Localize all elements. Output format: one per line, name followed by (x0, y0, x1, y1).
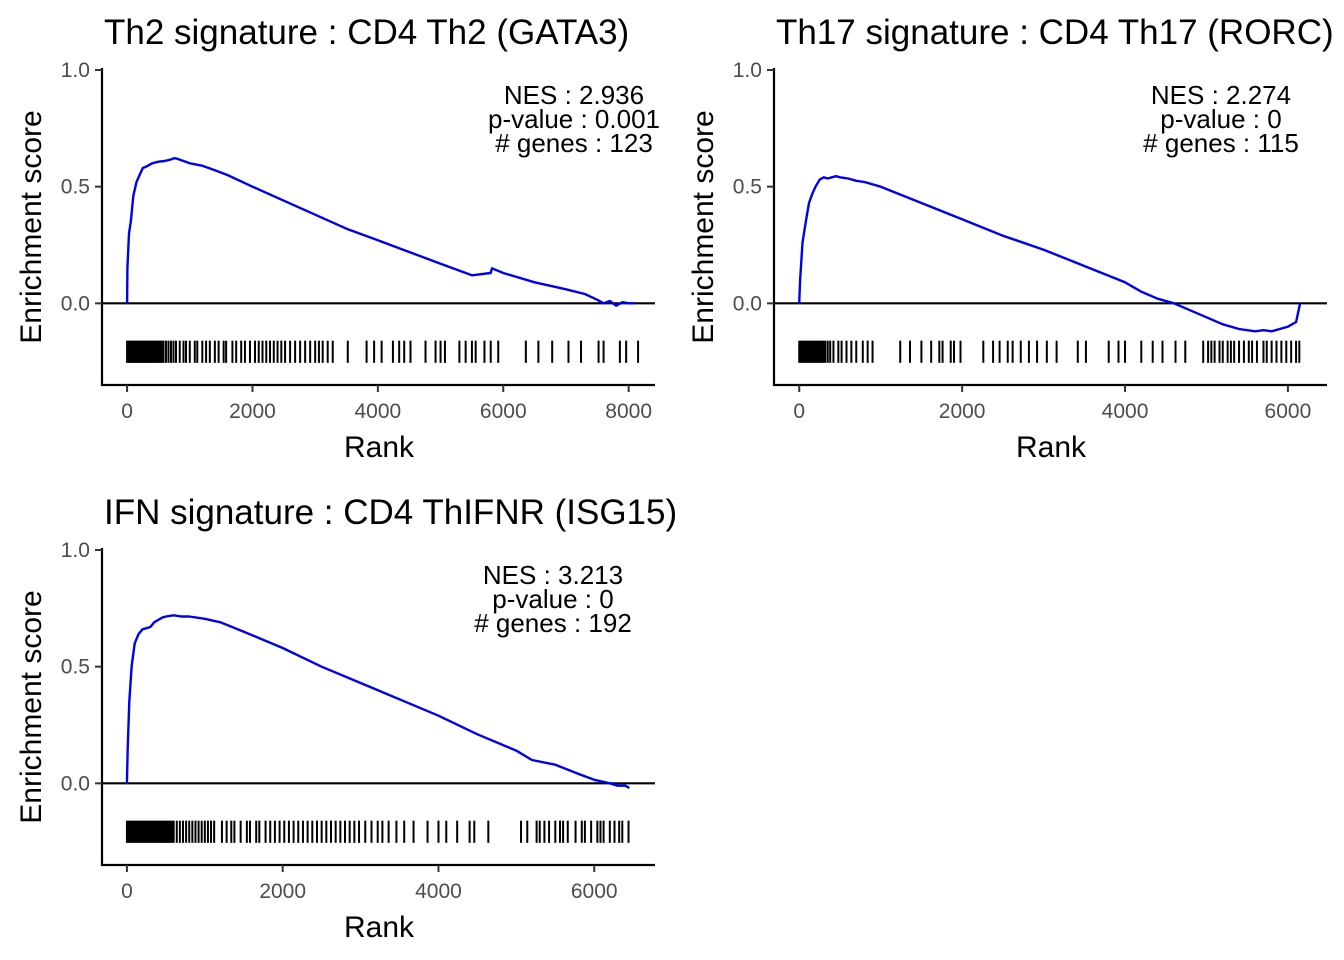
y-tick-label: 1.0 (61, 59, 90, 82)
enrichment-curve (125, 156, 635, 307)
plot-area: 0.0 0.5 1.0 0 2000 4000 6000 (61, 539, 655, 903)
p-value-label: p-value : 0 (492, 584, 613, 614)
x-tick-label: 0 (121, 400, 133, 423)
x-tick-label: 4000 (1102, 400, 1149, 423)
p-value-label: p-value : 0.001 (488, 104, 660, 134)
y-tick-label: 1.0 (733, 59, 762, 82)
x-axis-title: Rank (344, 431, 415, 464)
y-tick-label: 0.0 (61, 772, 90, 795)
x-tick-label: 6000 (571, 880, 618, 903)
x-tick-label: 0 (121, 880, 133, 903)
nes-label: NES : 2.936 (504, 80, 644, 110)
stats-annotation: NES : 2.936 p-value : 0.001 # genes : 12… (488, 80, 660, 158)
x-tick-label: 4000 (355, 400, 402, 423)
y-tick-label: 0.5 (61, 656, 90, 679)
x-tick-label: 2000 (259, 880, 306, 903)
panel-title: Th17 signature : CD4 Th17 (RORC) (776, 13, 1334, 52)
x-axis-title: Rank (1016, 431, 1087, 464)
enrichment-curve (798, 174, 1302, 333)
enrichment-curve (125, 614, 630, 790)
x-tick-label: 8000 (605, 400, 652, 423)
gene-count-label: # genes : 192 (474, 608, 632, 638)
plot-area: 0.0 0.5 1.0 0 2000 4000 6000 8000 (61, 59, 655, 423)
panel-title: Th2 signature : CD4 Th2 (GATA3) (104, 13, 629, 52)
stats-annotation: NES : 3.213 p-value : 0 # genes : 192 (474, 560, 632, 638)
panel-th17: Th17 signature : CD4 Th17 (RORC) Enrichm… (687, 13, 1334, 464)
plot-area: 0.0 0.5 1.0 0 2000 4000 6000 (733, 59, 1327, 423)
panel-title: IFN signature : CD4 ThIFNR (ISG15) (104, 493, 677, 532)
x-tick-label: 4000 (415, 880, 462, 903)
y-tick-label: 0.5 (733, 176, 762, 199)
y-axis-title: Enrichment score (15, 110, 48, 343)
y-tick-label: 1.0 (61, 539, 90, 562)
y-tick-label: 0.0 (733, 292, 762, 315)
nes-label: NES : 2.274 (1151, 80, 1291, 110)
gene-count-label: # genes : 115 (1143, 128, 1299, 158)
y-axis-title: Enrichment score (687, 110, 720, 343)
gene-count-label: # genes : 123 (495, 128, 653, 158)
x-tick-label: 2000 (229, 400, 276, 423)
x-tick-label: 0 (793, 400, 805, 423)
x-tick-label: 2000 (939, 400, 986, 423)
stats-annotation: NES : 2.274 p-value : 0 # genes : 115 (1143, 80, 1299, 158)
panel-ifn: IFN signature : CD4 ThIFNR (ISG15) Enric… (15, 493, 677, 944)
x-axis-title: Rank (344, 911, 415, 944)
p-value-label: p-value : 0 (1160, 104, 1281, 134)
nes-label: NES : 3.213 (483, 560, 623, 590)
panel-th2: Th2 signature : CD4 Th2 (GATA3) Enrichme… (15, 13, 660, 464)
x-tick-label: 6000 (480, 400, 527, 423)
y-axis-title: Enrichment score (15, 590, 48, 823)
y-tick-label: 0.0 (61, 292, 90, 315)
x-tick-label: 6000 (1265, 400, 1312, 423)
y-tick-label: 0.5 (61, 176, 90, 199)
